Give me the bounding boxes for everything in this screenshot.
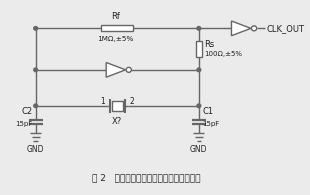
- Bar: [196, 42, 202, 57]
- Circle shape: [251, 26, 257, 31]
- Text: 图 2   无缓冲反相器和晶体组成的晶振电路: 图 2 无缓冲反相器和晶体组成的晶振电路: [92, 173, 201, 182]
- Circle shape: [34, 27, 38, 30]
- Bar: [101, 25, 133, 31]
- Text: Rf: Rf: [111, 12, 120, 21]
- Text: Rs: Rs: [204, 40, 214, 49]
- Text: C2: C2: [21, 107, 32, 116]
- Text: 15pF: 15pF: [202, 121, 219, 127]
- Circle shape: [197, 27, 201, 30]
- Circle shape: [197, 104, 201, 108]
- Text: C1: C1: [202, 107, 214, 116]
- Polygon shape: [106, 62, 126, 77]
- Circle shape: [197, 68, 201, 72]
- Text: GND: GND: [190, 144, 208, 153]
- Text: X?: X?: [112, 117, 122, 126]
- Text: CLK_OUT: CLK_OUT: [267, 24, 305, 33]
- Text: 1MΩ,±5%: 1MΩ,±5%: [98, 36, 134, 42]
- Circle shape: [34, 68, 38, 72]
- Text: 100Ω,±5%: 100Ω,±5%: [204, 51, 242, 57]
- Polygon shape: [232, 21, 251, 36]
- Text: GND: GND: [27, 144, 44, 153]
- Text: 15pF: 15pF: [15, 121, 32, 127]
- Circle shape: [34, 104, 38, 108]
- Text: 2: 2: [129, 97, 134, 106]
- Text: 1: 1: [100, 97, 105, 106]
- Circle shape: [126, 67, 131, 72]
- Bar: [112, 101, 123, 111]
